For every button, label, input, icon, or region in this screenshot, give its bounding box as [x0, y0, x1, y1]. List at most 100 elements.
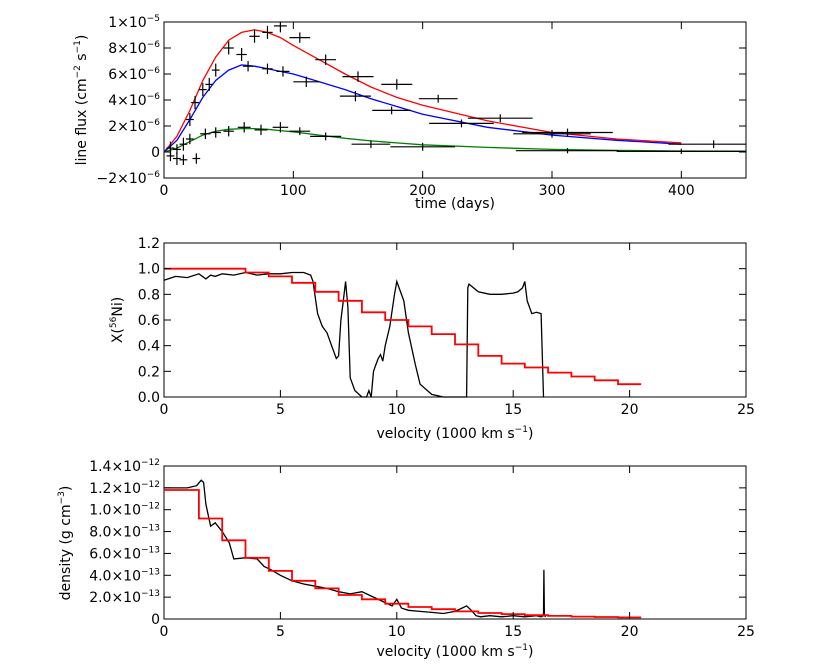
lightcurve-series-2 [163, 127, 747, 153]
nickel-y-tick-label: 1.2 [138, 236, 160, 252]
lightcurve-data-point [191, 96, 199, 110]
nickel-y-label-post: Ni) [110, 297, 126, 317]
lightcurve-data-point [273, 22, 287, 33]
nickel-ticks: 0 5 10 15 20 25 0.0 0.2 0.4 0.6 0.8 1.0 1.2 [138, 236, 755, 418]
lightcurve-y-tick-label: −2×10−6 [97, 170, 161, 187]
lightcurve-data-point [210, 127, 221, 138]
density-x-label-exp: −1 [515, 643, 528, 653]
lightcurve-data-point [315, 54, 337, 65]
lightcurve-x-tick-label: 400 [668, 183, 695, 199]
lightcurve-data-point [276, 66, 290, 77]
lightcurve-x-tick-label: 100 [280, 183, 307, 199]
nickel-y-tick-label: 1.0 [138, 262, 160, 278]
panel-lightcurve: 0 100 200 300 400−2×10−602×10−64×10−66×10−68… [73, 14, 747, 212]
lightcurve-data-point [390, 142, 455, 151]
lightcurve-x-tick-label: 200 [409, 183, 436, 199]
lightcurve-data-points [166, 22, 746, 165]
density-frame [163, 465, 747, 620]
lightcurve-y-tick-label: 4×10−6 [108, 92, 160, 109]
nickel-x-label-pre: velocity (1000 km s [377, 426, 515, 442]
lightcurve-data-point [515, 148, 620, 154]
lightcurve-frame [163, 21, 747, 179]
density-x-label-post: ) [528, 644, 533, 660]
nickel-x-tick-label: 0 [160, 402, 169, 418]
nickel-y-tick-label: 0.6 [138, 313, 160, 329]
lightcurve-y-tick-label: 2×10−6 [108, 118, 160, 135]
lightcurve-y-tick-label: 0 [151, 145, 160, 161]
lightcurve-y-label-mid: s [74, 53, 90, 65]
lightcurve-y-label-exp2: −1 [73, 40, 83, 53]
lightcurve-data-point [242, 61, 254, 72]
nickel-series-0 [163, 271, 545, 398]
density-x-tick-label: 20 [621, 624, 639, 640]
nickel-y-tick-label: 0.2 [138, 364, 160, 380]
lightcurve-data-point [616, 148, 746, 154]
lightcurve-data-point [289, 127, 311, 136]
lightcurve-data-point [351, 140, 391, 149]
lightcurve-data-point [223, 126, 234, 137]
lightcurve-y-label-pre: line flux (cm [74, 78, 90, 165]
nickel-y-label: X(56Ni) [109, 297, 126, 343]
nickel-y-tick-label: 0.0 [138, 390, 160, 406]
lightcurve-ticks: 0 100 200 300 400−2×10−602×10−64×10−66×10−68… [97, 14, 746, 199]
lightcurve-data-point [381, 79, 413, 90]
lightcurve-data-point [179, 137, 188, 151]
density-y-label-exp: −3 [57, 491, 67, 504]
density-y-tick-label: 4.0×10−13 [89, 567, 160, 584]
lightcurve-data-point [289, 32, 311, 43]
nickel-series-1 [164, 267, 642, 386]
density-series [164, 479, 642, 619]
lightcurve-y-tick-label: 6×10−6 [108, 66, 160, 83]
panel-nickel: 0 5 10 15 20 25 0.0 0.2 0.4 0.6 0.8 1.0 1.2 velocity… [109, 236, 755, 442]
nickel-x-label-exp: −1 [515, 425, 528, 435]
lightcurve-data-point [173, 144, 181, 155]
lightcurve-data-point [200, 128, 211, 139]
lightcurve-data-point [429, 119, 494, 128]
density-y-tick-label: 0 [151, 612, 160, 628]
density-x-label-pre: velocity (1000 km s [377, 644, 515, 660]
lightcurve-data-point [185, 113, 194, 126]
density-ticks: 0 5 10 15 20 25 0 2.0×10−13 4.0×10−13 6.0×10−13 8.… [89, 458, 755, 640]
lightcurve-data-point [223, 41, 234, 55]
density-x-tick-label: 5 [276, 624, 285, 640]
nickel-x-label: velocity (1000 km s−1) [377, 425, 534, 442]
lightcurve-data-point [339, 90, 371, 102]
lightcurve-data-point [668, 140, 746, 149]
density-series-1 [164, 489, 642, 619]
lightcurve-y-tick-label: 8×10−6 [108, 40, 160, 57]
lightcurve-x-tick-label: 300 [539, 183, 566, 199]
lightcurve-data-point [372, 106, 412, 115]
density-y-label-pre: density (g cm [58, 504, 74, 600]
density-series-0 [164, 479, 547, 618]
lightcurve-data-point [205, 77, 214, 91]
lightcurve-data-point [513, 129, 591, 138]
lightcurve-data-point [198, 83, 207, 97]
density-x-tick-label: 15 [504, 624, 522, 640]
lightcurve-data-point [272, 122, 289, 133]
lightcurve-y-label: line flux (cm−2 s−1) [73, 35, 90, 166]
density-y-tick-label: 1.2×10−12 [89, 480, 160, 497]
nickel-frame [163, 242, 747, 398]
lightcurve-data-point [254, 124, 268, 136]
nickel-x-tick-label: 20 [621, 402, 639, 418]
lightcurve-x-tick-label: 0 [160, 183, 169, 199]
lightcurve-series-1 [163, 64, 682, 153]
lightcurve-data-point [192, 153, 201, 164]
lightcurve-y-label-exp1: −2 [73, 65, 83, 78]
lightcurve-x-label: time (days) [415, 196, 495, 212]
lightcurve-data-point [418, 94, 458, 103]
density-y-tick-label: 8.0×10−13 [89, 524, 160, 541]
density-y-tick-label: 2.0×10−13 [89, 589, 160, 606]
lightcurve-data-point [179, 154, 188, 165]
lightcurve-data-point [262, 25, 273, 39]
lightcurve-data-point [211, 63, 220, 77]
lightcurve-data-point [522, 128, 613, 137]
density-x-tick-label: 10 [388, 624, 406, 640]
nickel-series [163, 267, 642, 398]
density-y-tick-label: 1.0×10−12 [89, 502, 160, 519]
nickel-y-label-sup: 56 [109, 316, 119, 328]
nickel-y-label-pre: X( [110, 328, 126, 343]
density-x-label: velocity (1000 km s−1) [377, 643, 534, 660]
nickel-x-tick-label: 5 [276, 402, 285, 418]
